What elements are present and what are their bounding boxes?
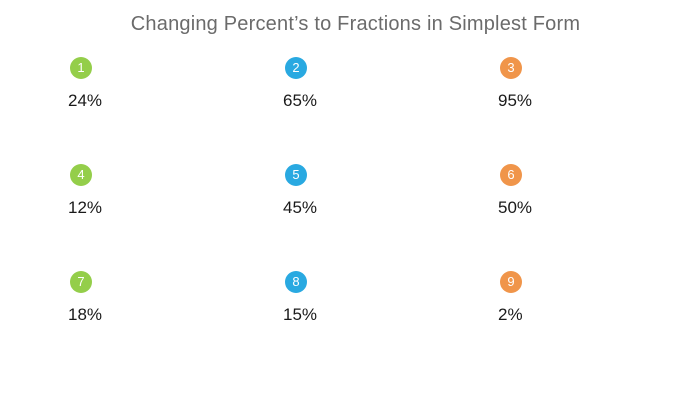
problem-cell-8: 8 15% [283, 271, 403, 378]
number-badge: 5 [285, 164, 307, 186]
problem-cell-4: 4 12% [68, 164, 188, 271]
percent-label: 45% [283, 198, 318, 217]
number-badge: 4 [70, 164, 92, 186]
number-badge: 7 [70, 271, 92, 293]
percent-label: 50% [498, 198, 533, 217]
number-badge: 9 [500, 271, 522, 293]
problem-cell-9: 9 2% [498, 271, 618, 378]
problem-cell-3: 3 95% [498, 57, 618, 164]
problem-cell-6: 6 50% [498, 164, 618, 271]
percent-label: 65% [283, 91, 318, 110]
problem-grid: 1 24% 2 65% 3 95% 4 12% 5 45% 6 50% 7 18… [68, 57, 686, 378]
number-badge: 3 [500, 57, 522, 79]
percent-label: 95% [498, 91, 533, 110]
number-badge: 8 [285, 271, 307, 293]
percent-label: 12% [68, 198, 103, 217]
problem-cell-2: 2 65% [283, 57, 403, 164]
percent-label: 18% [68, 305, 103, 324]
number-badge: 2 [285, 57, 307, 79]
percent-label: 2% [498, 305, 523, 324]
percent-label: 15% [283, 305, 318, 324]
page-title: Changing Percent’s to Fractions in Simpl… [130, 13, 581, 35]
number-badge: 6 [500, 164, 522, 186]
problem-cell-7: 7 18% [68, 271, 188, 378]
problem-cell-5: 5 45% [283, 164, 403, 271]
percent-label: 24% [68, 91, 103, 110]
problem-cell-1: 1 24% [68, 57, 188, 164]
number-badge: 1 [70, 57, 92, 79]
